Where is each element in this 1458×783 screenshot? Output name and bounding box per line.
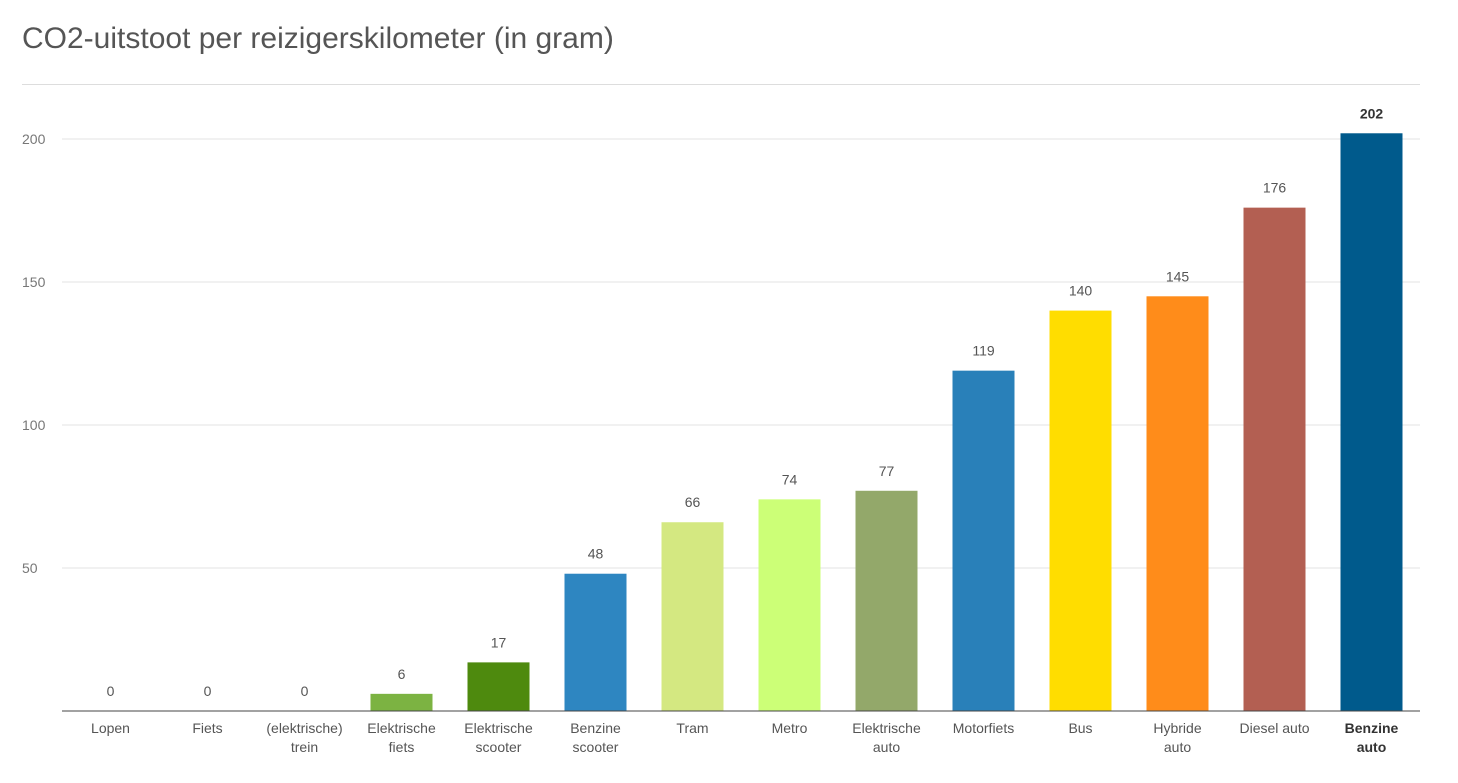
x-tick-label: Motorfiets	[953, 720, 1014, 736]
bar-value-label: 74	[782, 471, 798, 487]
bar-value-label: 145	[1166, 268, 1190, 284]
bar	[370, 693, 433, 711]
x-tick-label: Fiets	[192, 720, 222, 736]
y-axis-ticks: 50 100 150 200	[22, 131, 46, 576]
bar	[1340, 133, 1403, 711]
bar	[758, 499, 821, 711]
title-divider	[22, 84, 1420, 85]
x-tick-label-line: Hybride	[1153, 720, 1201, 736]
x-tick-label-line: Elektrische	[367, 720, 436, 736]
bar-value-label: 6	[398, 666, 406, 682]
x-tick-label-line: (elektrische)	[266, 720, 342, 736]
x-tick-label-line: trein	[291, 739, 318, 755]
x-tick-label: Hybride auto	[1153, 720, 1201, 755]
x-tick-label-line: Lopen	[91, 720, 130, 736]
x-tick-label-line: auto	[873, 739, 900, 755]
x-tick-label-line: Motorfiets	[953, 720, 1014, 736]
bars	[370, 133, 1403, 711]
x-tick-label-line: Benzine	[570, 720, 621, 736]
bar	[467, 662, 530, 711]
bar-value-label: 176	[1263, 180, 1287, 196]
x-tick-label-line: Tram	[676, 720, 708, 736]
x-tick-label-line: fiets	[389, 739, 415, 755]
x-tick-label-line: Elektrische	[852, 720, 921, 736]
bar-value-label: 66	[685, 494, 701, 510]
x-tick-label-line: scooter	[476, 739, 522, 755]
y-tick-label: 200	[22, 131, 46, 147]
bar-value-label: 202	[1360, 105, 1384, 121]
x-tick-label-line: Fiets	[192, 720, 222, 736]
bar-value-label: 77	[879, 463, 895, 479]
bar-value-label: 140	[1069, 283, 1093, 299]
x-tick-label: Metro	[772, 720, 808, 736]
y-tick-label: 150	[22, 274, 46, 290]
x-tick-label: Elektrische fiets	[367, 720, 436, 755]
x-tick-label: Lopen	[91, 720, 130, 736]
x-tick-label-line: Diesel auto	[1239, 720, 1309, 736]
x-tick-label-line: auto	[1357, 739, 1387, 755]
bar-value-label: 0	[107, 683, 115, 699]
x-tick-label: Elektrische scooter	[464, 720, 533, 755]
bar	[1243, 207, 1306, 711]
bar	[661, 522, 724, 711]
bar	[952, 370, 1015, 711]
x-tick-label-line: scooter	[573, 739, 619, 755]
bar-value-labels: 0 0 0 6 17 48 66 74 77 119 140 145 176 202	[107, 105, 1384, 699]
bar	[1146, 296, 1209, 711]
x-tick-label: Bus	[1068, 720, 1092, 736]
x-tick-label: (elektrische) trein	[266, 720, 342, 755]
bar-value-label: 17	[491, 634, 507, 650]
x-tick-label-line: Benzine	[1345, 720, 1399, 736]
x-tick-label: Benzine auto	[1345, 720, 1399, 755]
y-tick-label: 100	[22, 417, 46, 433]
chart-title: CO2-uitstoot per reizigerskilometer (in …	[22, 22, 614, 55]
bar-value-label: 48	[588, 546, 604, 562]
bar-value-label: 0	[204, 683, 212, 699]
x-tick-label: Elektrische auto	[852, 720, 921, 755]
x-tick-label-line: auto	[1164, 739, 1191, 755]
x-axis-labels: Lopen Fiets (elektrische) trein Elektrische f…	[91, 720, 1399, 755]
x-tick-label-line: Elektrische	[464, 720, 533, 736]
x-tick-label-line: Bus	[1068, 720, 1092, 736]
x-tick-label: Diesel auto	[1239, 720, 1309, 736]
bar	[1049, 310, 1112, 711]
x-tick-label: Benzine scooter	[570, 720, 621, 755]
bar	[855, 490, 918, 711]
x-tick-label-line: Metro	[772, 720, 808, 736]
bar	[564, 573, 627, 711]
y-tick-label: 50	[22, 560, 38, 576]
x-tick-label: Tram	[676, 720, 708, 736]
gridlines	[62, 138, 1420, 569]
bar-value-label: 119	[972, 343, 995, 359]
bar-value-label: 0	[301, 683, 309, 699]
